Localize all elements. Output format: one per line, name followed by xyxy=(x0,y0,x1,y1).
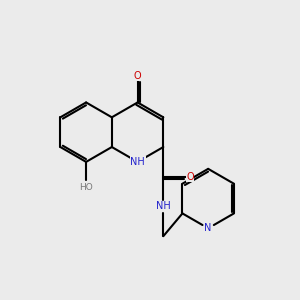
Text: N: N xyxy=(205,223,212,233)
Text: NH: NH xyxy=(156,202,171,212)
Text: HO: HO xyxy=(79,183,93,192)
Text: O: O xyxy=(186,172,194,182)
Text: O: O xyxy=(134,71,141,81)
Text: NH: NH xyxy=(130,157,145,167)
